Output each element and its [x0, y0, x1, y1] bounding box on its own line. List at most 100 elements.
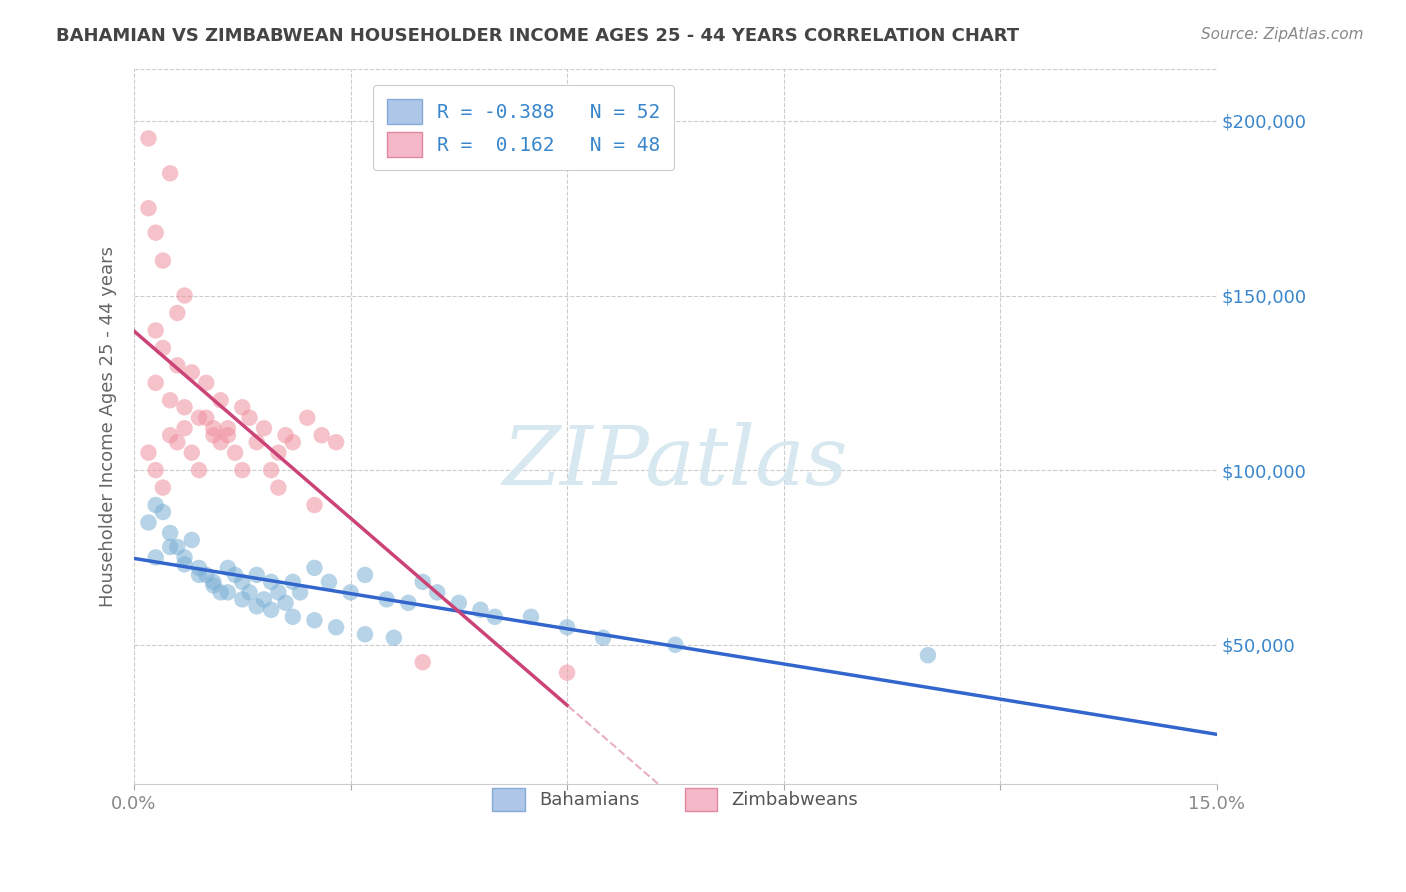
Point	[209, 585, 232, 599]
Point	[238, 410, 260, 425]
Point	[138, 131, 160, 145]
Point	[281, 609, 304, 624]
Point	[281, 435, 304, 450]
Point	[188, 410, 211, 425]
Legend: Bahamians, Zimbabweans: Bahamians, Zimbabweans	[478, 773, 873, 825]
Point	[202, 578, 225, 592]
Text: BAHAMIAN VS ZIMBABWEAN HOUSEHOLDER INCOME AGES 25 - 44 YEARS CORRELATION CHART: BAHAMIAN VS ZIMBABWEAN HOUSEHOLDER INCOM…	[56, 27, 1019, 45]
Point	[209, 435, 232, 450]
Point	[159, 540, 181, 554]
Point	[281, 574, 304, 589]
Point	[520, 609, 543, 624]
Point	[138, 445, 160, 459]
Point	[159, 393, 181, 408]
Point	[354, 627, 377, 641]
Point	[145, 226, 167, 240]
Point	[484, 609, 506, 624]
Point	[253, 592, 276, 607]
Point	[253, 421, 276, 435]
Point	[447, 596, 470, 610]
Point	[152, 481, 174, 495]
Point	[555, 665, 578, 680]
Point	[217, 421, 239, 435]
Point	[195, 410, 218, 425]
Point	[188, 561, 211, 575]
Point	[339, 585, 361, 599]
Point	[297, 410, 319, 425]
Point	[145, 323, 167, 337]
Point	[592, 631, 614, 645]
Point	[412, 574, 434, 589]
Point	[173, 401, 195, 415]
Point	[166, 359, 188, 373]
Point	[304, 498, 326, 512]
Point	[246, 435, 269, 450]
Point	[166, 306, 188, 320]
Point	[274, 428, 297, 442]
Text: Source: ZipAtlas.com: Source: ZipAtlas.com	[1201, 27, 1364, 42]
Point	[396, 596, 419, 610]
Point	[318, 574, 340, 589]
Point	[180, 365, 202, 379]
Text: ZIPatlas: ZIPatlas	[502, 422, 848, 502]
Point	[267, 481, 290, 495]
Point	[188, 463, 211, 477]
Point	[195, 376, 218, 390]
Point	[325, 620, 347, 634]
Point	[166, 435, 188, 450]
Point	[274, 596, 297, 610]
Point	[304, 561, 326, 575]
Point	[188, 568, 211, 582]
Point	[166, 540, 188, 554]
Point	[231, 463, 253, 477]
Point	[267, 585, 290, 599]
Point	[325, 435, 347, 450]
Point	[152, 505, 174, 519]
Point	[195, 568, 218, 582]
Point	[152, 341, 174, 355]
Point	[246, 599, 269, 614]
Point	[260, 463, 283, 477]
Point	[231, 401, 253, 415]
Point	[382, 631, 405, 645]
Point	[180, 533, 202, 547]
Point	[664, 638, 686, 652]
Point	[180, 445, 202, 459]
Point	[202, 574, 225, 589]
Point	[217, 585, 239, 599]
Point	[145, 498, 167, 512]
Point	[159, 166, 181, 180]
Point	[224, 445, 246, 459]
Point	[209, 393, 232, 408]
Point	[173, 421, 195, 435]
Point	[288, 585, 311, 599]
Point	[224, 568, 246, 582]
Point	[145, 550, 167, 565]
Point	[159, 526, 181, 541]
Point	[304, 613, 326, 627]
Point	[231, 592, 253, 607]
Point	[267, 445, 290, 459]
Point	[173, 558, 195, 572]
Point	[173, 288, 195, 302]
Point	[217, 428, 239, 442]
Point	[202, 421, 225, 435]
Point	[375, 592, 398, 607]
Point	[412, 655, 434, 669]
Point	[138, 516, 160, 530]
Point	[152, 253, 174, 268]
Point	[138, 201, 160, 215]
Point	[311, 428, 333, 442]
Point	[470, 603, 492, 617]
Point	[555, 620, 578, 634]
Point	[217, 561, 239, 575]
Point	[917, 648, 939, 663]
Point	[238, 585, 260, 599]
Point	[145, 463, 167, 477]
Point	[426, 585, 449, 599]
Point	[202, 428, 225, 442]
Point	[231, 574, 253, 589]
Point	[173, 550, 195, 565]
Point	[159, 428, 181, 442]
Point	[145, 376, 167, 390]
